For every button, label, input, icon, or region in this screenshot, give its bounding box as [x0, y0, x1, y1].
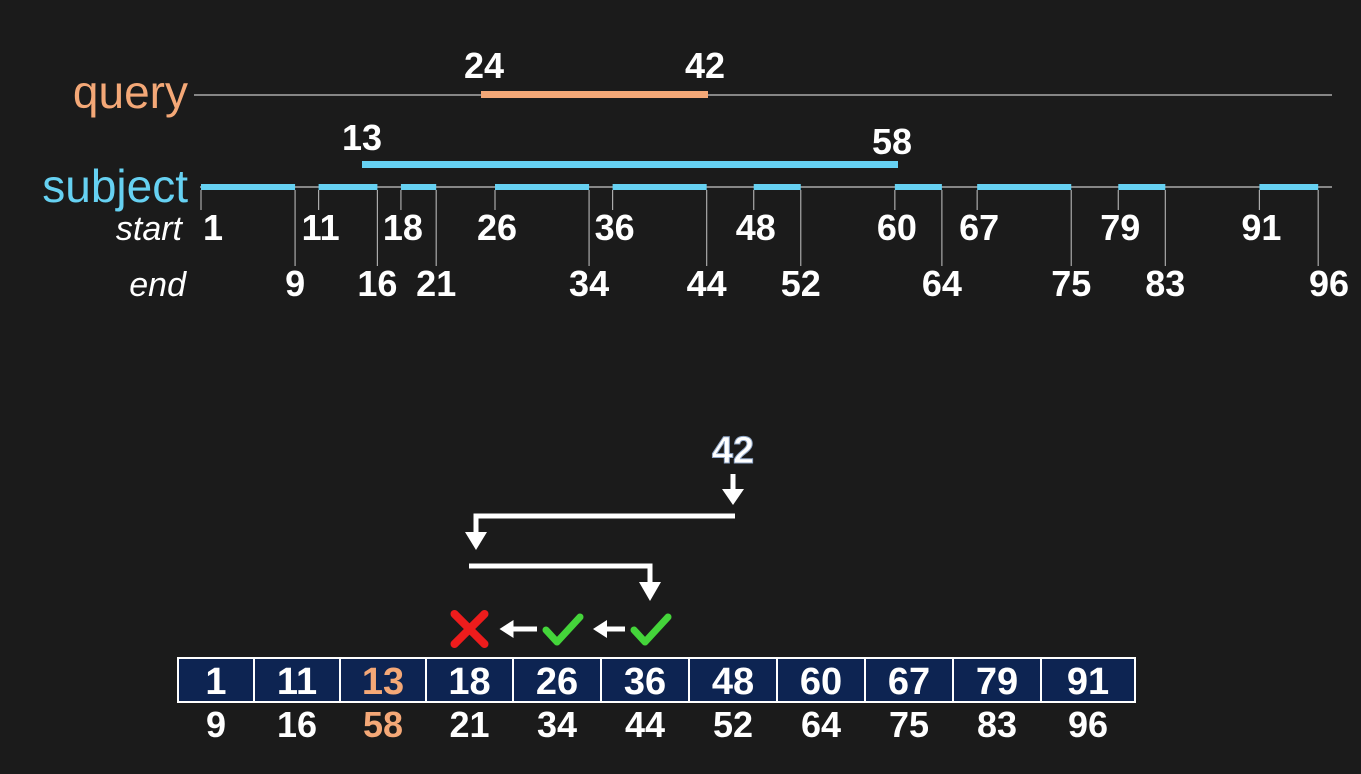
interval-end-value: 83 — [1145, 263, 1185, 304]
cell-end-value: 75 — [889, 704, 929, 745]
subject-interval-bar — [495, 184, 590, 190]
subject-interval-bar — [612, 184, 707, 190]
interval-start-value: 18 — [383, 207, 423, 248]
interval-start-value: 79 — [1100, 207, 1140, 248]
subject-interval-bar — [318, 184, 378, 190]
interval-end-value: 16 — [357, 263, 397, 304]
cell-start-value: 18 — [448, 661, 490, 703]
query-interval-bar — [481, 91, 708, 98]
subject-interval-bar — [977, 184, 1072, 190]
cell-start-value: 36 — [624, 661, 666, 703]
cell-end-value: 83 — [977, 704, 1017, 745]
cell-start-value: 1 — [205, 661, 226, 703]
cell-start-value: 26 — [536, 661, 578, 703]
interval-end-value: 9 — [285, 263, 305, 304]
search-key-value: 42 — [712, 430, 754, 472]
interval-start-value: 67 — [959, 207, 999, 248]
query-label: query — [73, 66, 188, 118]
left-arrow-head — [499, 620, 514, 638]
cell-end-value: 58 — [363, 704, 403, 745]
cell-end-value: 52 — [713, 704, 753, 745]
interval-end-value: 34 — [569, 263, 609, 304]
cell-start-value: 79 — [976, 661, 1018, 703]
subject-interval-bar — [400, 184, 437, 190]
jump-right-arrow-head — [639, 582, 661, 601]
interval-end-value: 64 — [922, 263, 962, 304]
query-end-value: 42 — [685, 45, 725, 86]
interval-start-value: 91 — [1241, 207, 1281, 248]
interval-end-value: 52 — [781, 263, 821, 304]
cell-start-value: 48 — [712, 661, 754, 703]
interval-start-value: 1 — [203, 207, 223, 248]
array-cell — [512, 657, 602, 703]
cell-end-value: 21 — [449, 704, 489, 745]
interval-start-value: 26 — [477, 207, 517, 248]
check-icon — [630, 613, 672, 646]
subject-interval-bar — [1118, 184, 1166, 190]
array-cell — [776, 657, 866, 703]
cell-start-value: 91 — [1067, 661, 1109, 703]
cell-start-value: 11 — [277, 661, 317, 703]
subject-interval-bar — [201, 184, 296, 190]
array-cell — [864, 657, 954, 703]
key-down-arrow-head — [722, 489, 744, 505]
cell-end-value: 64 — [801, 704, 841, 745]
array-cell — [1040, 657, 1136, 703]
interval-start-value: 48 — [736, 207, 776, 248]
interval-end-value: 44 — [687, 263, 727, 304]
subject-long-start-value: 13 — [342, 117, 382, 158]
cell-end-value: 96 — [1068, 704, 1108, 745]
cell-end-value: 9 — [206, 704, 226, 745]
cell-start-value: 67 — [888, 661, 930, 703]
jump-left-arrow-path — [473, 513, 735, 534]
cell-end-value: 16 — [277, 704, 317, 745]
cell-end-value: 34 — [537, 704, 577, 745]
subject-interval-bar — [894, 184, 942, 190]
jump-right-arrow-path — [469, 563, 653, 584]
cell-start-value: 13 — [362, 661, 404, 703]
jump-left-arrow-head — [465, 532, 487, 550]
subject-long-end-value: 58 — [872, 121, 912, 162]
interval-end-value: 96 — [1309, 263, 1349, 304]
subject-interval-bar — [753, 184, 801, 190]
array-cell — [425, 657, 514, 703]
array-cell — [339, 657, 427, 703]
interval-start-value: 60 — [877, 207, 917, 248]
cell-start-value: 60 — [800, 661, 842, 703]
subject-long-interval-bar — [362, 161, 898, 168]
check-icon — [542, 613, 584, 646]
start-label: start — [116, 210, 184, 248]
end-label: end — [129, 266, 187, 304]
interval-end-value: 75 — [1051, 263, 1091, 304]
array-cell — [688, 657, 778, 703]
search-path-arrows — [465, 474, 744, 601]
interval-end-value: 21 — [416, 263, 456, 304]
left-arrow-head — [593, 620, 607, 638]
cell-end-value: 44 — [625, 704, 665, 745]
query-start-value: 24 — [464, 45, 504, 86]
array-cell — [952, 657, 1042, 703]
subject-label: subject — [42, 160, 188, 212]
subject-interval-bar — [1259, 184, 1319, 190]
scan-result-row — [450, 610, 672, 648]
interval-start-value: 11 — [302, 207, 340, 248]
cross-icon — [450, 610, 489, 648]
interval-start-value: 36 — [595, 207, 635, 248]
